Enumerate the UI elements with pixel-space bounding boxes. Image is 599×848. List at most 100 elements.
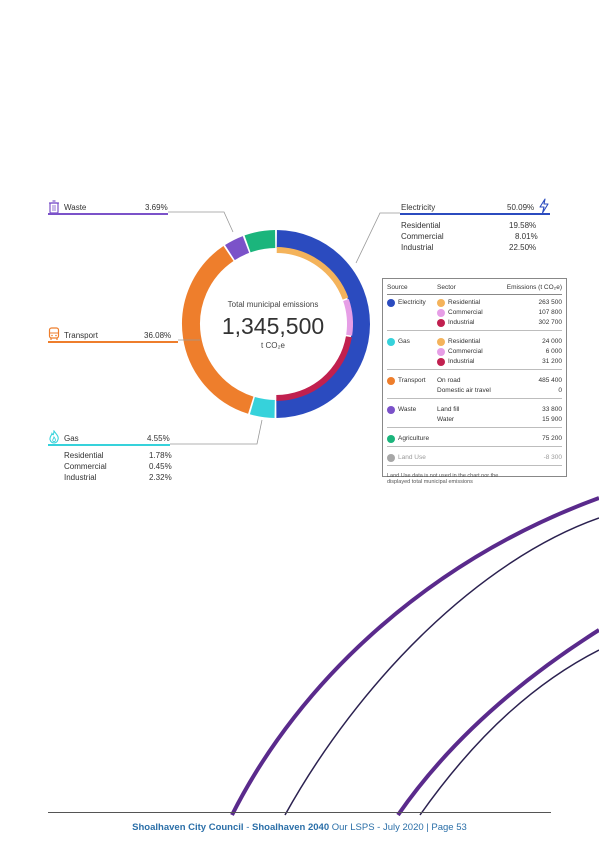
legend-source-dot <box>387 377 395 385</box>
transport-label: Transport <box>64 331 98 340</box>
legend-sector-dot <box>437 348 445 356</box>
legend-divider <box>387 446 562 447</box>
emissions-legend-table: Source Sector Emissions (t CO₂e) Electri… <box>382 278 567 485</box>
legend-emissions-value: 0 <box>558 387 562 394</box>
chart-title: Total municipal emissions <box>227 300 319 309</box>
electricity-commercial-pct: 8.01% <box>515 232 538 241</box>
legend-emissions-value: 107 800 <box>538 309 563 316</box>
legend-source-dot <box>387 454 395 462</box>
legend-sector-dot <box>437 309 445 317</box>
bus-icon <box>48 327 60 340</box>
legend-source-dot <box>387 406 395 414</box>
transport-underline <box>48 341 178 343</box>
donut-inner-segment-commercial <box>343 299 353 336</box>
donut-segment-gas <box>249 396 276 418</box>
lightning-icon <box>539 198 549 214</box>
legend-divider <box>387 330 562 331</box>
donut-inner-segment-industrial <box>276 336 352 401</box>
legend-sector-dot <box>437 319 445 327</box>
legend-emissions-value: 6 000 <box>545 348 562 355</box>
legend-sector-dot <box>437 358 445 366</box>
gas-commercial-pct: 0.45% <box>149 462 172 471</box>
donut-segment-electricity <box>276 230 370 418</box>
waste-underline <box>48 213 168 215</box>
legend-source-label: Electricity <box>398 299 426 306</box>
electricity-underline <box>400 213 550 215</box>
electricity-label: Electricity <box>401 203 436 212</box>
legend-source-dot <box>387 435 395 443</box>
legend-sector-dot <box>437 338 445 346</box>
legend-source-label: Agriculture <box>398 435 430 442</box>
gas-label: Gas <box>64 434 79 443</box>
electricity-industrial-label: Industrial <box>401 243 434 252</box>
gas-industrial-label: Industrial <box>64 473 97 482</box>
legend-emissions-value: 485 400 <box>538 377 563 384</box>
legend-divider <box>387 398 562 399</box>
legend-header-emissions: Emissions (t CO₂e) <box>506 284 562 291</box>
legend-source-dot <box>387 299 395 307</box>
legend-emissions-value: 302 700 <box>538 319 563 326</box>
legend-note: Land Use data is not used in the chart n… <box>387 473 499 485</box>
gas-underline <box>48 444 170 446</box>
legend-source-label: Land Use <box>398 454 426 461</box>
legend-source-label: Gas <box>398 338 410 345</box>
footer-org: Shoalhaven City Council <box>132 822 244 833</box>
legend-sector-label: On road <box>437 377 461 384</box>
gas-pct: 4.55% <box>147 434 170 443</box>
electricity-pct: 50.09% <box>507 203 535 212</box>
chart-total-unit: t CO₂e <box>261 341 285 350</box>
legend-sector-label: Commercial <box>448 348 483 355</box>
legend-source-dot <box>387 338 395 346</box>
transport-pct: 36.08% <box>144 331 172 340</box>
legend-source-label: Waste <box>398 406 417 413</box>
flame-icon <box>49 430 59 444</box>
electricity-commercial-label: Commercial <box>401 232 444 241</box>
footer: Shoalhaven City Council - Shoalhaven 204… <box>0 822 599 833</box>
legend-emissions-value: 33 800 <box>542 406 562 413</box>
legend-header-source: Source <box>387 284 408 291</box>
gas-commercial-label: Commercial <box>64 462 107 471</box>
legend-sector-label: Domestic air travel <box>437 387 491 394</box>
trash-icon <box>49 200 59 214</box>
legend-sector-dot <box>437 299 445 307</box>
footer-sep: - <box>243 822 253 833</box>
electricity-residential-label: Residential <box>401 221 441 230</box>
legend-sector-label: Water <box>437 416 455 423</box>
legend-sector-label: Residential <box>448 338 481 345</box>
footer-plan: Shoalhaven 2040 <box>252 822 330 833</box>
electricity-industrial-pct: 22.50% <box>509 243 537 252</box>
legend-header-divider <box>387 294 562 295</box>
gas-residential-label: Residential <box>64 451 104 460</box>
footer-rule <box>48 812 551 813</box>
legend-emissions-value: 31 200 <box>542 358 562 365</box>
footer-doc: Our LSPS - July 2020 <box>329 822 427 833</box>
donut-segment-waste <box>225 236 250 261</box>
legend-sector-label: Industrial <box>448 358 475 365</box>
legend-divider <box>387 369 562 370</box>
donut-inner-segment-residential <box>276 247 349 300</box>
legend-emissions-value: 75 200 <box>542 435 562 442</box>
gas-industrial-pct: 2.32% <box>149 473 172 482</box>
gas-residential-pct: 1.78% <box>149 451 172 460</box>
legend-divider <box>387 427 562 428</box>
waste-label: Waste <box>64 203 87 212</box>
legend-header-sector: Sector <box>437 284 456 291</box>
legend-emissions-value: 15 900 <box>542 416 562 423</box>
electricity-residential-pct: 19.58% <box>509 221 537 230</box>
legend-emissions-value: -8 300 <box>543 454 562 461</box>
waste-pct: 3.69% <box>145 203 168 212</box>
legend-divider <box>387 465 562 466</box>
chart-total: 1,345,500 <box>221 313 325 339</box>
donut-segment-agriculture <box>244 230 276 253</box>
legend-emissions-value: 24 000 <box>542 338 562 345</box>
footer-page: | Page 53 <box>426 822 467 833</box>
legend-source-label: Transport <box>398 377 426 384</box>
donut-segment-transport <box>182 246 254 414</box>
legend-sector-label: Industrial <box>448 319 475 326</box>
legend-sector-label: Residential <box>448 299 481 306</box>
legend-sector-label: Commercial <box>448 309 483 316</box>
legend-sector-label: Land fill <box>437 406 460 413</box>
